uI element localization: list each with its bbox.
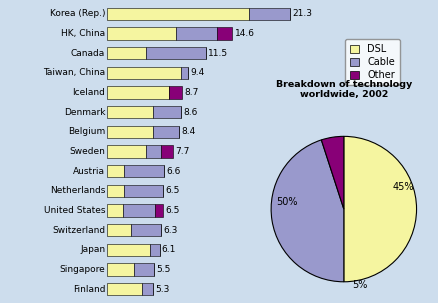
Text: 5.3: 5.3 (155, 285, 169, 294)
Bar (155, 205, 163, 217)
Text: 9.4: 9.4 (190, 68, 204, 77)
Text: 5.5: 5.5 (157, 265, 171, 274)
Wedge shape (344, 136, 417, 282)
Bar (107, 244, 150, 256)
Bar (150, 244, 159, 256)
Bar (107, 27, 176, 40)
Bar (107, 263, 134, 276)
Bar (181, 67, 188, 79)
Bar (176, 27, 217, 40)
Bar (107, 185, 124, 197)
Bar (161, 145, 173, 158)
Text: 6.5: 6.5 (165, 206, 180, 215)
Bar (153, 106, 181, 118)
Bar (146, 47, 206, 59)
Text: 14.6: 14.6 (235, 29, 254, 38)
Bar (124, 165, 164, 177)
Text: Denmark: Denmark (64, 108, 105, 117)
Text: United States: United States (44, 206, 105, 215)
Text: 50%: 50% (276, 197, 298, 207)
Text: Iceland: Iceland (72, 88, 105, 97)
Bar (107, 224, 131, 236)
Text: 11.5: 11.5 (208, 49, 228, 58)
Text: Netherlands: Netherlands (50, 186, 105, 195)
Text: Austria: Austria (73, 167, 105, 176)
Bar (153, 126, 179, 138)
Bar (107, 8, 249, 20)
Text: 8.4: 8.4 (181, 127, 196, 136)
Bar (107, 67, 181, 79)
Legend: DSL, Cable, Other: DSL, Cable, Other (345, 39, 400, 85)
Text: Belgium: Belgium (68, 127, 105, 136)
Text: 8.6: 8.6 (183, 108, 198, 117)
Bar (107, 145, 146, 158)
Wedge shape (271, 140, 344, 282)
Bar (124, 185, 163, 197)
Text: 6.1: 6.1 (162, 245, 176, 254)
Text: HK, China: HK, China (61, 29, 105, 38)
Bar (107, 283, 141, 295)
Text: Canada: Canada (71, 49, 105, 58)
Text: 6.3: 6.3 (163, 226, 178, 235)
Bar (107, 205, 123, 217)
Text: Sweden: Sweden (69, 147, 105, 156)
Bar (217, 27, 233, 40)
Text: Taiwan, China: Taiwan, China (43, 68, 105, 77)
Text: Finland: Finland (73, 285, 105, 294)
Text: 8.7: 8.7 (184, 88, 198, 97)
Text: 7.7: 7.7 (176, 147, 190, 156)
Bar (134, 263, 155, 276)
Text: 21.3: 21.3 (292, 9, 312, 18)
Bar (107, 126, 153, 138)
Text: Japan: Japan (80, 245, 105, 254)
Text: Korea (Rep.): Korea (Rep.) (49, 9, 105, 18)
Bar (141, 283, 153, 295)
Bar (123, 205, 155, 217)
Text: Switzerland: Switzerland (52, 226, 105, 235)
Bar (107, 165, 124, 177)
Text: 6.6: 6.6 (166, 167, 180, 176)
Text: 45%: 45% (393, 182, 414, 192)
Bar (169, 86, 182, 98)
Text: 6.5: 6.5 (165, 186, 180, 195)
Bar (107, 86, 169, 98)
Title: Breakdown of technology
worldwide, 2002: Breakdown of technology worldwide, 2002 (276, 80, 412, 99)
Text: Singapore: Singapore (60, 265, 105, 274)
Bar (107, 106, 153, 118)
Bar (146, 145, 161, 158)
Bar (107, 47, 146, 59)
Text: 5%: 5% (352, 280, 367, 291)
Bar (131, 224, 161, 236)
Wedge shape (321, 136, 344, 209)
Bar (249, 8, 290, 20)
